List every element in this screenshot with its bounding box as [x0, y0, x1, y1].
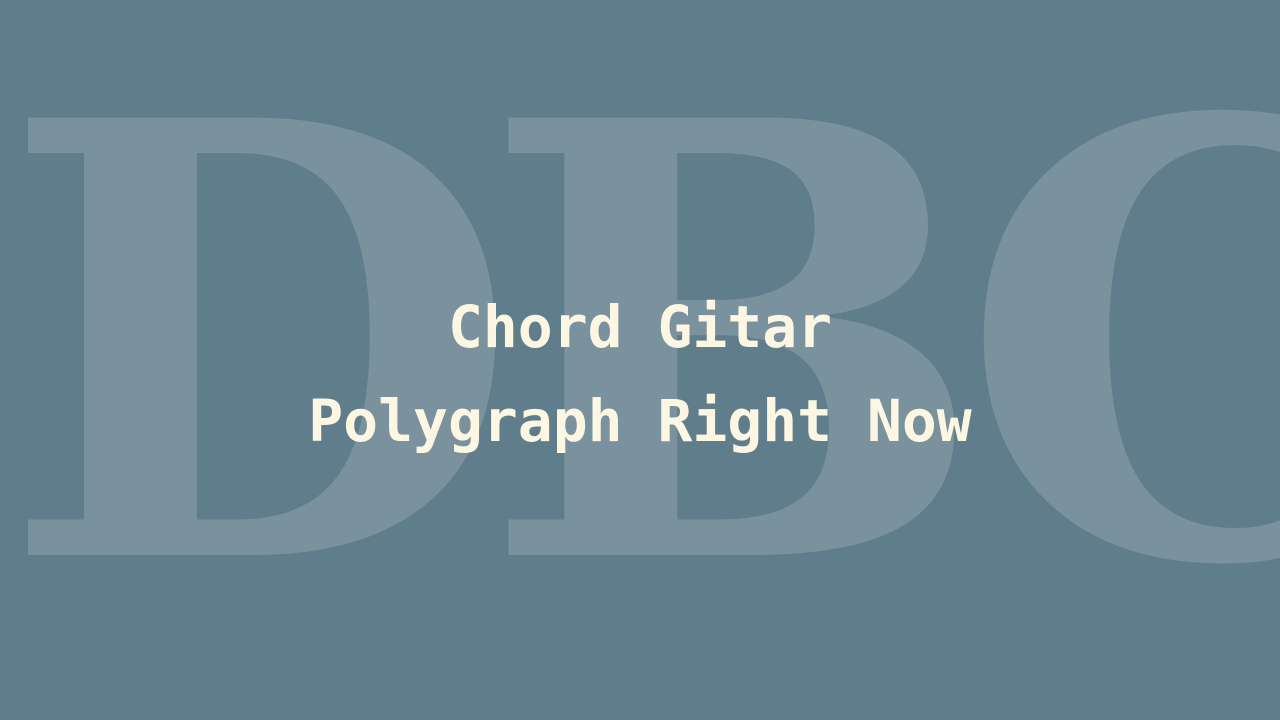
watermark-logo: DBC — [0, 0, 1280, 697]
title-line-1: Chord Gitar — [447, 293, 833, 361]
page-title: Chord Gitar Polygraph Right Now — [140, 280, 1140, 468]
title-line-2: Polygraph Right Now — [308, 387, 972, 455]
